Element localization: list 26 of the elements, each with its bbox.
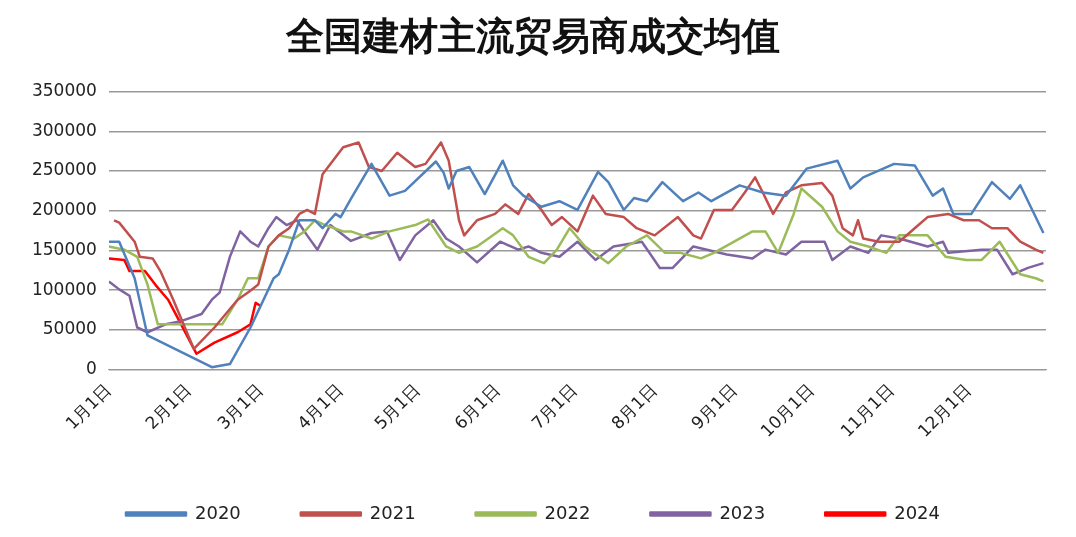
- y-tick-label: 300000: [31, 119, 97, 140]
- legend-label: 2022: [544, 501, 591, 523]
- x-tick-label: 4月1日: [293, 379, 347, 434]
- x-tick-label: 6月1日: [450, 379, 504, 434]
- x-tick-label: 11月1日: [836, 379, 898, 441]
- x-tick-label: 7月1日: [527, 379, 581, 434]
- x-tick-label: 8月1日: [607, 379, 661, 434]
- y-tick-label: 100000: [31, 278, 97, 299]
- x-tick-label: 1月1日: [61, 379, 115, 434]
- y-tick-label: 350000: [31, 80, 97, 101]
- legend-label: 2023: [719, 501, 766, 523]
- x-tick-label: 9月1日: [686, 379, 741, 434]
- y-tick-label: 0: [86, 358, 97, 379]
- legend-label: 2024: [894, 501, 941, 523]
- x-tick-label: 10月1日: [756, 379, 818, 441]
- x-tick-label: 3月1日: [213, 379, 267, 434]
- y-tick-label: 200000: [31, 199, 97, 220]
- y-tick-label: 50000: [42, 318, 97, 339]
- chart-title: 全国建材主流贸易商成交均值: [285, 14, 780, 57]
- y-tick-label: 150000: [31, 238, 97, 259]
- x-tick-label: 5月1日: [370, 379, 424, 434]
- x-tick-label: 12月1日: [913, 379, 975, 441]
- x-tick-label: 2月1日: [141, 379, 195, 434]
- legend-label: 2021: [369, 501, 416, 523]
- legend-label: 2020: [194, 501, 241, 523]
- y-tick-label: 250000: [31, 159, 97, 180]
